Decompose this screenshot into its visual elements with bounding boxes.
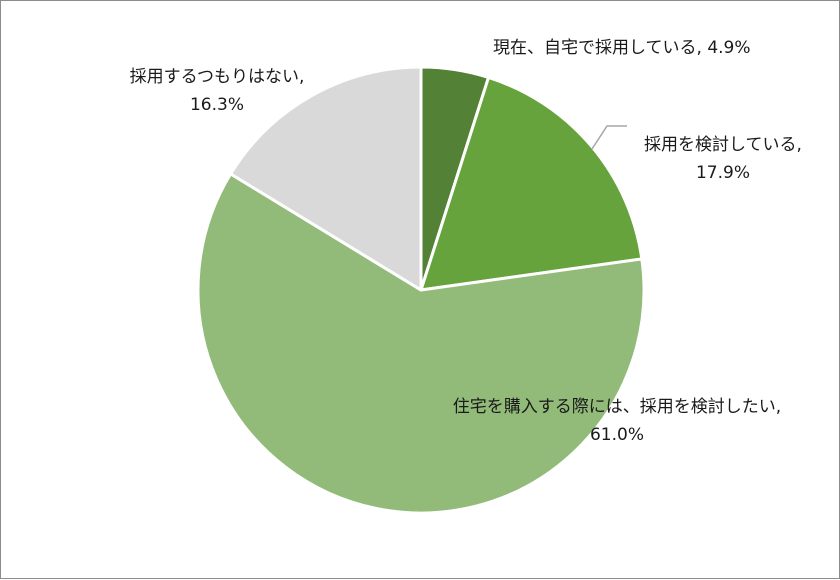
data-label-slice-1: 現在、自宅で採用している, 4.9% [493, 34, 751, 62]
slice-1-category: 現在、自宅で採用している [493, 38, 697, 58]
slice-2-separator: , [796, 135, 802, 155]
pie-slice-2 [419, 75, 644, 292]
slice-3-category: 住宅を購入する際には、採用を検討したい [452, 397, 776, 417]
pie-slices [196, 65, 646, 515]
data-label-slice-2: 採用を検討している, 17.9% [605, 131, 840, 187]
slice-1-value: 4.9% [707, 38, 751, 58]
slice-3-value: 61.0% [589, 425, 644, 445]
slice-4-value: 16.3% [189, 95, 244, 115]
slice-2-value: 17.9% [695, 163, 750, 183]
leader-line-slice-2 [591, 125, 627, 150]
data-label-slice-3: 住宅を購入する際には、採用を検討したい, 61.0% [401, 393, 833, 449]
slice-4-separator: , [298, 67, 305, 87]
slice-4-category: 採用するつもりはない [129, 67, 299, 87]
slice-2-category: 採用を検討している [644, 135, 797, 155]
data-label-slice-4: 採用するつもりはない, 16.3% [101, 63, 333, 119]
pie-slice-4 [229, 65, 423, 292]
slice-1-separator: , [696, 38, 702, 58]
pie-slice-3 [196, 172, 646, 515]
slice-3-separator: , [775, 397, 782, 417]
